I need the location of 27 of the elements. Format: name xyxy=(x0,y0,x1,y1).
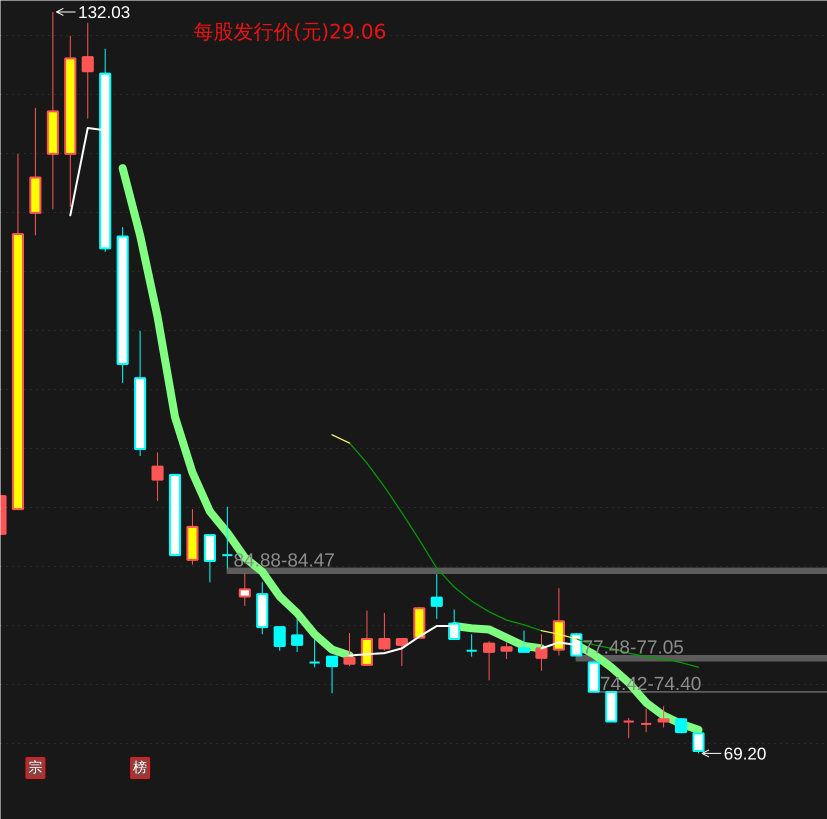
annotation: 宗 xyxy=(28,760,42,776)
candlestick xyxy=(308,638,321,668)
candlestick xyxy=(396,638,408,667)
candlestick xyxy=(274,626,286,652)
candlestick xyxy=(518,630,530,653)
candlestick xyxy=(221,506,234,569)
annotation: 132.03 xyxy=(78,2,130,22)
candlestick xyxy=(483,640,496,681)
candlestick xyxy=(291,618,304,652)
candlestick xyxy=(674,718,688,734)
candlestick xyxy=(658,706,670,728)
candlestick xyxy=(238,572,251,606)
text: 69.20 xyxy=(724,744,766,764)
candlestick xyxy=(466,634,478,658)
candlestick xyxy=(430,574,443,620)
candlestick xyxy=(151,452,164,502)
annotation: 榜 xyxy=(133,760,148,776)
candlestick xyxy=(640,708,652,733)
candlestick xyxy=(448,608,460,640)
candlestick xyxy=(378,612,390,652)
candlestick xyxy=(82,22,94,120)
annotation: 每股发行价(元)29.06 xyxy=(194,20,386,44)
candlestick xyxy=(535,634,548,672)
candlestick xyxy=(622,718,635,739)
candlestick xyxy=(326,656,338,694)
candlestick xyxy=(500,642,513,660)
candlestick xyxy=(343,632,356,667)
